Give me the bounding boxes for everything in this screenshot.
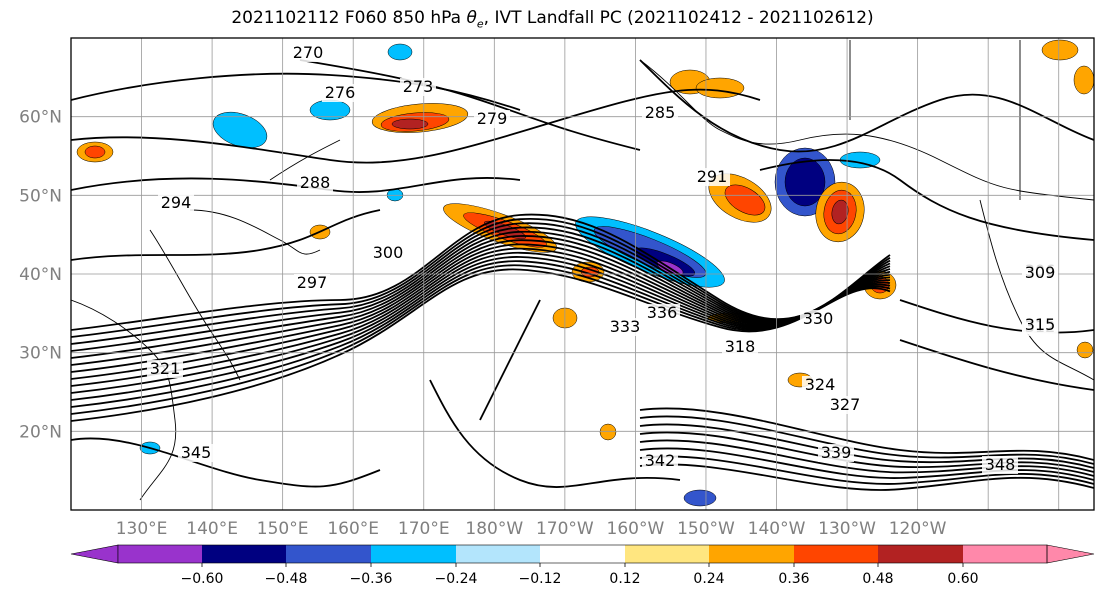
contour-label: 333 xyxy=(610,317,641,336)
contour-label: 273 xyxy=(403,77,434,96)
contour-label: 345 xyxy=(181,443,212,462)
latitude-label: 40°N xyxy=(19,265,62,285)
longitude-label: 140°W xyxy=(748,519,806,539)
colorbar-segment xyxy=(286,545,371,563)
contour-label: 270 xyxy=(293,43,324,62)
colorbar-extend-min xyxy=(71,545,118,563)
contour-label: 279 xyxy=(477,109,508,128)
contour-label: 324 xyxy=(805,375,836,394)
contour-label: 339 xyxy=(821,443,852,462)
longitude-label: 150°E xyxy=(257,519,309,539)
latitude-label: 30°N xyxy=(19,344,62,364)
colorbar xyxy=(71,545,1094,563)
anomaly-patch xyxy=(1074,66,1094,94)
longitude-label: 160°E xyxy=(327,519,379,539)
contour-label: 342 xyxy=(645,451,676,470)
contour-label: 318 xyxy=(725,337,756,356)
contour-label: 330 xyxy=(803,309,834,328)
colorbar-tick-label: −0.36 xyxy=(350,571,393,587)
contour-label: 348 xyxy=(985,455,1016,474)
longitude-label: 160°W xyxy=(607,519,665,539)
colorbar-segment xyxy=(625,545,709,563)
map-plot-area: 2702732762792882942912852973003063093123… xyxy=(71,38,1094,510)
longitude-label: 130°W xyxy=(818,519,876,539)
longitude-label: 140°E xyxy=(186,519,238,539)
contour-label: 336 xyxy=(647,303,678,322)
colorbar-tick-labels: −0.60 −0.48 −0.36 −0.24 −0.12 0.12 0.24 0.36 0.4… xyxy=(181,563,979,587)
longitude-label: 170°E xyxy=(398,519,450,539)
anomaly-patch xyxy=(1077,342,1093,358)
anomaly-patch xyxy=(840,152,880,168)
latitude-labels: 60°N 50°N 40°N 30°N 20°N xyxy=(19,108,62,443)
contour-label: 294 xyxy=(161,193,192,212)
longitude-label: 130°E xyxy=(116,519,168,539)
anomaly-patch xyxy=(684,490,716,506)
colorbar-tick-label: −0.48 xyxy=(265,571,308,587)
latitude-label: 50°N xyxy=(19,186,62,206)
colorbar-tick-label: 0.12 xyxy=(609,571,640,587)
longitude-label: 170°W xyxy=(536,519,594,539)
colorbar-segment xyxy=(794,545,878,563)
colorbar-tick-label: 0.36 xyxy=(778,571,809,587)
anomaly-patch xyxy=(392,119,428,129)
colorbar-tick-label: −0.24 xyxy=(435,571,478,587)
colorbar-tick-label: −0.12 xyxy=(519,571,562,587)
contour-label: 288 xyxy=(300,173,331,192)
colorbar-tick-label: 0.24 xyxy=(693,571,724,587)
latitude-label: 20°N xyxy=(19,422,62,442)
contour-label: 321 xyxy=(150,359,181,378)
colorbar-segment xyxy=(456,545,540,563)
colorbar-segment xyxy=(371,545,456,563)
longitude-label: 150°W xyxy=(677,519,735,539)
colorbar-segment xyxy=(878,545,963,563)
contour-label: 315 xyxy=(1025,315,1056,334)
colorbar-tick-label: −0.60 xyxy=(181,571,224,587)
contour-label: 285 xyxy=(645,103,676,122)
longitude-labels: 130°E 140°E 150°E 160°E 170°E 180°W 170°W 160°W… xyxy=(116,519,947,539)
anomaly-patch xyxy=(388,44,412,60)
colorbar-segment xyxy=(118,545,202,563)
colorbar-segment xyxy=(540,545,625,563)
contour-label: 309 xyxy=(1025,263,1056,282)
contour-label: 327 xyxy=(830,395,861,414)
anomaly-patch xyxy=(1042,40,1078,60)
colorbar-tick-label: 0.48 xyxy=(862,571,893,587)
anomaly-patch xyxy=(600,424,616,440)
colorbar-extend-max xyxy=(1047,545,1094,563)
latitude-label: 60°N xyxy=(19,108,62,128)
colorbar-segment xyxy=(709,545,794,563)
contour-label: 276 xyxy=(325,83,356,102)
contour-label: 297 xyxy=(297,273,328,292)
anomaly-patch xyxy=(696,78,744,98)
longitude-label: 120°W xyxy=(889,519,947,539)
anomaly-patch xyxy=(85,146,105,158)
contour-label: 300 xyxy=(373,243,404,262)
colorbar-tick-label: 0.60 xyxy=(947,571,978,587)
colorbar-segment xyxy=(963,545,1047,563)
colorbar-segment xyxy=(202,545,286,563)
contour-label: 291 xyxy=(697,167,728,186)
longitude-label: 180°W xyxy=(465,519,523,539)
